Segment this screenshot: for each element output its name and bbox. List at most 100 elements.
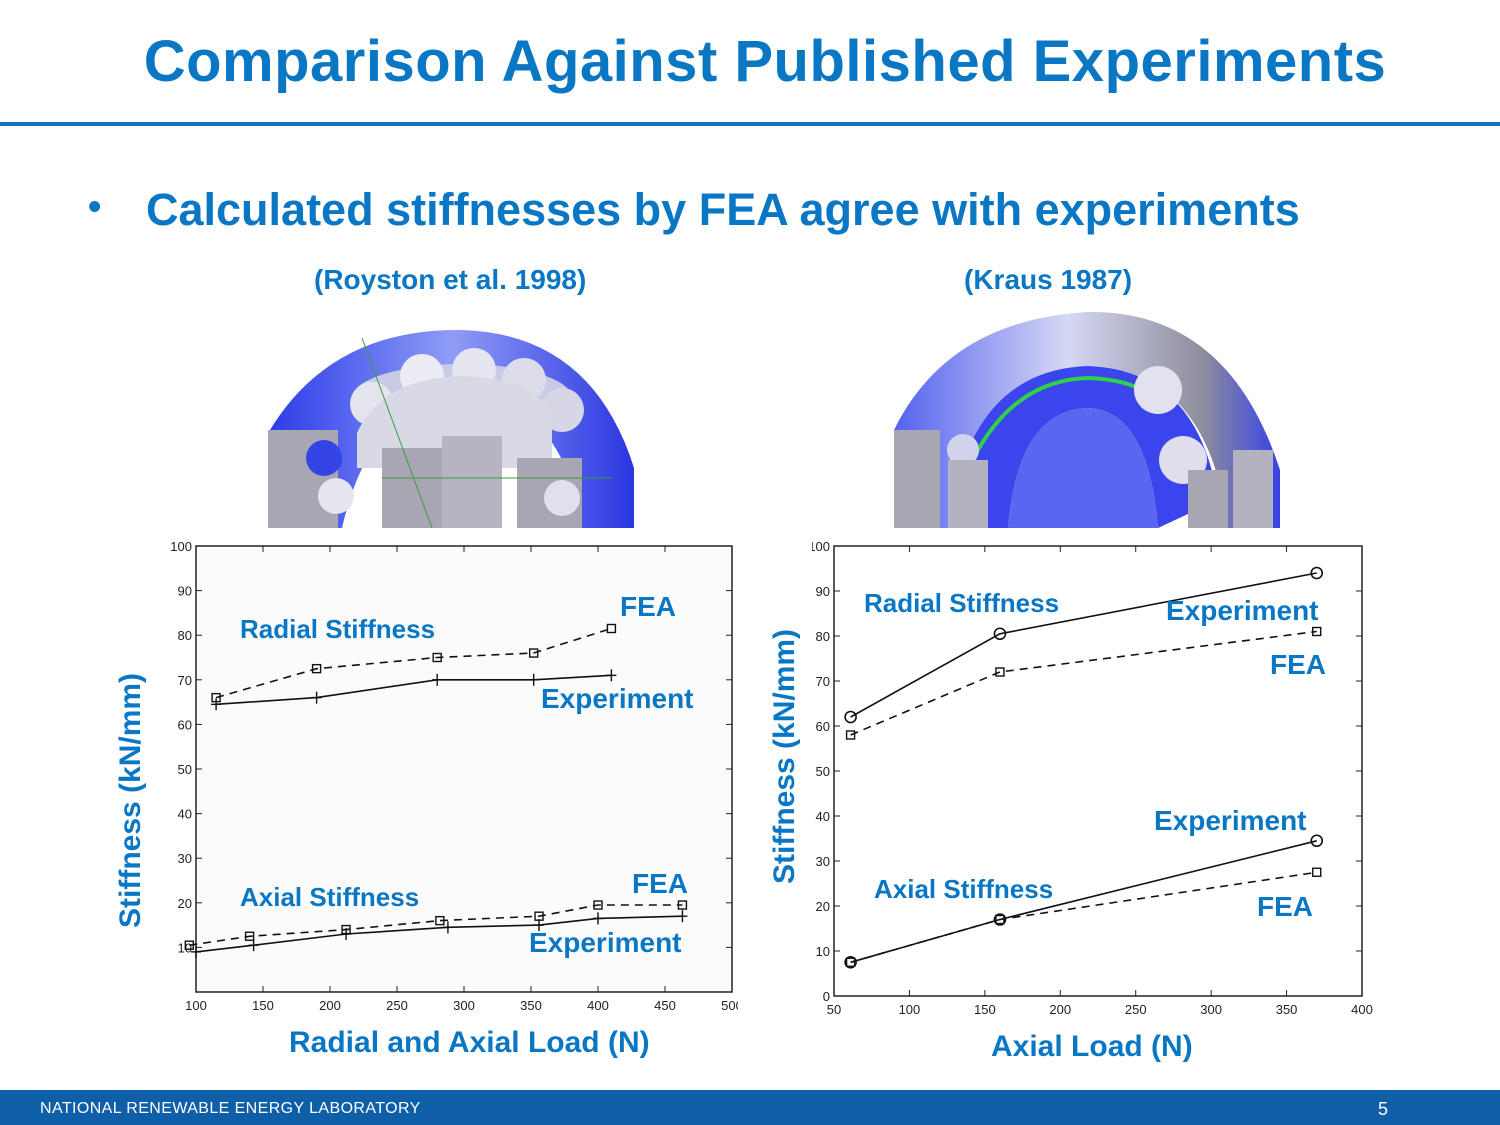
annotation-radial-experiment: Experiment	[1166, 595, 1319, 626]
bullet-symbol: •	[88, 186, 102, 228]
y-tick-label: 90	[816, 584, 830, 599]
data-point-plus	[191, 945, 201, 958]
y-tick-label: 100	[812, 539, 830, 554]
data-point-square	[995, 667, 1005, 677]
x-tick-label: 50	[827, 1002, 841, 1017]
data-point-plus	[606, 669, 617, 682]
x-tick-label: 200	[319, 998, 341, 1013]
data-point-plus	[248, 939, 259, 952]
x-tick-label: 200	[1049, 1002, 1071, 1017]
data-point-square	[606, 623, 617, 634]
data-point-circle	[1310, 834, 1324, 848]
y-tick-label: 60	[816, 719, 830, 734]
series-line-axial-stiffness-fea	[189, 904, 683, 946]
annotation-axial-fea: FEA	[1257, 891, 1313, 922]
data-point-plus	[211, 698, 222, 711]
data-point-square	[845, 957, 856, 967]
data-point-square	[593, 900, 603, 910]
annotation-axial-fea: FEA	[632, 868, 688, 899]
chart-left-y-axis-label: Stiffness (kN/mm)	[114, 672, 147, 928]
y-tick-label: 90	[178, 584, 192, 599]
bearing-model-left-image	[268, 329, 634, 529]
x-tick-label: 100	[899, 1002, 921, 1017]
data-point-plus	[442, 921, 453, 934]
y-tick-label: 40	[178, 807, 192, 822]
series-line-radial-stiffness-experiment	[850, 572, 1317, 718]
data-point-square	[244, 931, 255, 941]
x-tick-label: 450	[654, 998, 676, 1013]
data-point-square	[1312, 867, 1322, 877]
data-point-plus	[432, 673, 443, 686]
data-point-square	[432, 652, 442, 663]
annotation-radial-group: Radial Stiffness	[240, 614, 435, 644]
citation-left: (Royston et al. 1998)	[314, 264, 587, 295]
data-point-square	[1312, 626, 1322, 637]
y-tick-label: 30	[178, 851, 192, 866]
data-point-circle	[844, 710, 857, 724]
data-point-square	[184, 940, 194, 950]
slide-title: Comparison Against Published Experiments	[143, 29, 1387, 94]
x-tick-label: 400	[587, 998, 609, 1013]
data-point-plus	[311, 691, 322, 704]
annotation-radial-group: Radial Stiffness	[864, 588, 1059, 618]
y-tick-label: 30	[816, 854, 830, 869]
x-tick-label: 250	[1125, 1002, 1147, 1017]
annotation-radial-fea: FEA	[1270, 649, 1326, 680]
bullet-text: Calculated stiffnesses by FEA agree with…	[146, 184, 1300, 235]
data-point-square	[435, 915, 445, 926]
data-point-square	[311, 663, 322, 674]
data-point-plus	[528, 673, 539, 686]
data-point-plus	[341, 928, 352, 941]
data-point-plus	[534, 919, 545, 932]
footer-organization: NATIONAL RENEWABLE ENERGY LABORATORY	[40, 1100, 421, 1117]
data-point-circle	[844, 955, 857, 969]
data-point-plus	[677, 910, 688, 923]
y-tick-label: 20	[816, 899, 830, 914]
annotation-axial-group: Axial Stiffness	[874, 874, 1053, 904]
annotation-axial-experiment: Experiment	[529, 927, 682, 958]
annotation-radial-experiment: Experiment	[541, 683, 694, 714]
data-point-circle	[1310, 566, 1324, 580]
y-tick-label: 50	[816, 764, 830, 779]
series-line-axial-stiffness-fea	[850, 871, 1317, 964]
x-tick-label: 100	[185, 998, 207, 1013]
data-point-square	[677, 900, 688, 910]
data-point-plus	[593, 912, 603, 925]
data-point-square	[995, 914, 1005, 925]
y-tick-label: 100	[170, 539, 192, 554]
y-tick-label: 50	[178, 762, 192, 777]
annotation-radial-fea: FEA	[620, 591, 676, 622]
annotation-axial-group: Axial Stiffness	[240, 882, 419, 912]
chart-right: 0 10 20 30 40 50 60 70 80 90 100 50 100 150 200 250 300 3…	[812, 539, 1373, 1017]
page-number: 5	[1378, 1099, 1389, 1119]
y-tick-label: 80	[178, 628, 192, 643]
x-tick-label: 300	[453, 998, 475, 1013]
x-tick-label: 350	[520, 998, 542, 1013]
y-tick-label: 70	[816, 674, 830, 689]
data-point-circle	[993, 627, 1007, 641]
x-tick-label: 300	[1200, 1002, 1222, 1017]
title-divider	[0, 122, 1500, 126]
plot-area	[833, 545, 1363, 997]
y-tick-label: 20	[178, 896, 192, 911]
annotation-axial-experiment: Experiment	[1154, 805, 1307, 836]
y-tick-label: 40	[816, 809, 830, 824]
data-point-circle	[993, 913, 1007, 926]
bearing-model-right-image	[894, 311, 1280, 528]
x-tick-label: 350	[1276, 1002, 1298, 1017]
citation-right: (Kraus 1987)	[964, 264, 1133, 295]
data-point-square	[845, 730, 856, 740]
x-tick-label: 250	[386, 998, 408, 1013]
footer-bar	[0, 1090, 1500, 1125]
y-tick-label: 10	[816, 944, 830, 959]
y-tick-label: 0	[823, 989, 830, 1004]
chart-left-x-axis-label: Radial and Axial Load (N)	[289, 1026, 650, 1059]
chart-right-y-axis-label: Stiffness (kN/mm)	[768, 628, 801, 884]
y-tick-label: 80	[816, 629, 830, 644]
x-tick-label: 400	[1351, 1002, 1373, 1017]
x-tick-label: 150	[974, 1002, 996, 1017]
y-tick-label: 60	[178, 717, 192, 732]
chart-right-x-axis-label: Axial Load (N)	[991, 1030, 1193, 1063]
x-tick-label: 150	[252, 998, 274, 1013]
